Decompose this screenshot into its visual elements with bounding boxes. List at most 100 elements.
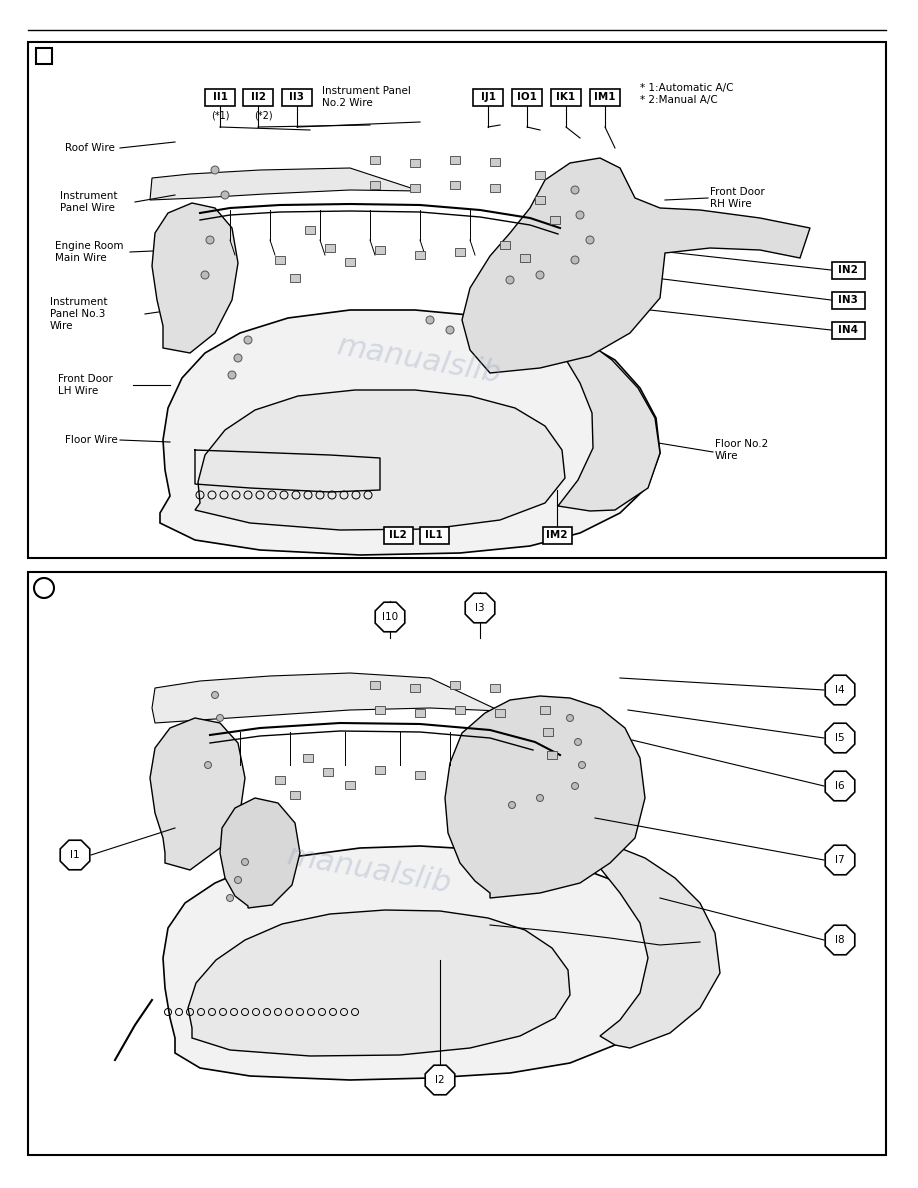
Text: IJ1: IJ1 (480, 91, 496, 102)
Text: Front Door
RH Wire: Front Door RH Wire (710, 188, 765, 209)
Text: I3: I3 (476, 604, 485, 613)
Text: IL1: IL1 (425, 530, 442, 541)
Bar (540, 706, 550, 714)
Text: I6: I6 (835, 781, 845, 791)
Circle shape (227, 895, 233, 902)
Text: I5: I5 (835, 733, 845, 742)
Circle shape (506, 276, 514, 284)
Bar (275, 255, 285, 264)
Bar (410, 159, 420, 168)
Bar (490, 158, 500, 166)
Circle shape (536, 795, 543, 802)
Text: Instrument
Panel No.3
Wire: Instrument Panel No.3 Wire (50, 297, 107, 330)
Polygon shape (188, 910, 570, 1056)
Text: IN3: IN3 (838, 295, 858, 305)
Bar (547, 751, 557, 759)
Bar (28, 571, 886, 1155)
Bar (535, 171, 545, 179)
Text: Engine Wire: Engine Wire (454, 530, 517, 541)
Bar (495, 709, 505, 718)
Text: Instrument
Panel Wire: Instrument Panel Wire (60, 191, 118, 213)
Polygon shape (195, 390, 565, 530)
Bar (535, 196, 545, 204)
Circle shape (566, 714, 574, 721)
Bar (415, 709, 425, 718)
Bar (305, 226, 315, 234)
Circle shape (34, 579, 54, 598)
Circle shape (575, 739, 581, 746)
Circle shape (244, 336, 252, 345)
Text: I4: I4 (835, 685, 845, 695)
Circle shape (426, 316, 434, 324)
Bar (375, 246, 385, 254)
Polygon shape (462, 158, 810, 373)
Circle shape (234, 877, 241, 884)
Bar (375, 706, 385, 714)
Bar (500, 241, 510, 249)
Circle shape (217, 714, 223, 721)
Circle shape (586, 236, 594, 244)
Text: I1: I1 (70, 849, 80, 860)
Bar (410, 184, 420, 192)
Circle shape (234, 354, 242, 362)
Text: II1: II1 (212, 91, 228, 102)
Bar (415, 771, 425, 779)
Text: II2: II2 (251, 91, 265, 102)
Circle shape (509, 802, 516, 809)
Circle shape (228, 371, 236, 379)
Text: I7: I7 (835, 855, 845, 865)
Polygon shape (425, 1066, 454, 1095)
Polygon shape (220, 798, 300, 908)
Text: (*1): (*1) (211, 110, 230, 120)
Circle shape (571, 187, 579, 194)
Text: Roof Wire: Roof Wire (65, 143, 115, 153)
Polygon shape (152, 672, 500, 723)
Circle shape (576, 211, 584, 219)
Text: I8: I8 (835, 935, 845, 944)
Bar (550, 216, 560, 225)
Bar (290, 274, 300, 282)
Polygon shape (61, 840, 90, 870)
Text: I2: I2 (435, 1075, 445, 1085)
Circle shape (571, 255, 579, 264)
Bar (450, 681, 460, 689)
Polygon shape (150, 168, 420, 200)
Text: IL2: IL2 (389, 530, 407, 541)
Bar (243, 88, 273, 106)
Circle shape (578, 762, 586, 769)
Bar (205, 88, 235, 106)
Bar (275, 776, 285, 784)
Circle shape (206, 236, 214, 244)
Bar (520, 254, 530, 263)
Bar (490, 684, 500, 691)
Text: IM1: IM1 (594, 91, 616, 102)
Bar (420, 526, 449, 543)
Bar (303, 754, 313, 762)
Text: Cowl No.2 Wire: Cowl No.2 Wire (291, 530, 370, 541)
Polygon shape (825, 675, 855, 704)
Bar (455, 248, 465, 255)
Bar (450, 156, 460, 164)
Bar (384, 526, 412, 543)
Bar (590, 88, 620, 106)
Text: Front Door
LH Wire: Front Door LH Wire (58, 374, 113, 396)
Bar (36, 48, 52, 64)
Polygon shape (558, 340, 660, 511)
Bar (450, 181, 460, 189)
Text: manualslib: manualslib (335, 331, 505, 388)
Bar (323, 767, 333, 776)
Circle shape (446, 326, 454, 334)
Text: IM2: IM2 (546, 530, 567, 541)
Polygon shape (825, 723, 855, 753)
Circle shape (572, 783, 578, 790)
Text: manualslib: manualslib (285, 841, 454, 899)
Bar (370, 156, 380, 164)
Bar (282, 88, 312, 106)
Bar (370, 181, 380, 189)
Polygon shape (825, 771, 855, 801)
Text: IO1: IO1 (517, 91, 537, 102)
Text: (*2): (*2) (253, 110, 273, 120)
Bar (375, 766, 385, 775)
Text: IN2: IN2 (838, 265, 858, 274)
Bar (345, 781, 355, 789)
